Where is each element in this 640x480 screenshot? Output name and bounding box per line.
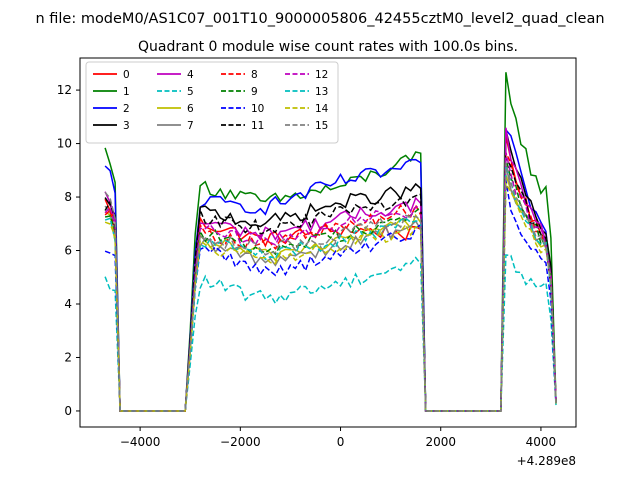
chart-title: Quadrant 0 module wise count rates with … xyxy=(138,39,518,55)
legend-label-10: 10 xyxy=(251,103,264,115)
legend-label-2: 2 xyxy=(123,103,130,115)
series-line-15 xyxy=(104,162,557,412)
x-tick-label: 4000 xyxy=(526,435,557,449)
y-tick-label: 8 xyxy=(64,190,72,204)
legend-label-5: 5 xyxy=(187,86,194,98)
y-tick-label: 2 xyxy=(64,350,72,364)
axes-frame xyxy=(79,57,577,428)
series-lines xyxy=(104,72,557,412)
y-tick-label: 6 xyxy=(64,244,72,258)
x-offset-label: +4.289e8 xyxy=(517,454,576,468)
legend-label-4: 4 xyxy=(187,69,194,81)
legend-label-12: 12 xyxy=(315,69,328,81)
legend-label-0: 0 xyxy=(123,69,130,81)
legend-box xyxy=(85,61,339,144)
x-tick-label: −4000 xyxy=(120,435,161,449)
legend-label-11: 11 xyxy=(251,120,264,132)
figure-suptitle: n file: modeM0/AS1C07_001T10_9000005806_… xyxy=(35,11,604,27)
legend-label-15: 15 xyxy=(315,120,328,132)
y-tick-label: 0 xyxy=(64,404,72,418)
y-tick-label: 10 xyxy=(57,137,72,151)
legend-label-8: 8 xyxy=(251,69,258,81)
y-tick-label: 12 xyxy=(57,83,72,97)
legend-label-6: 6 xyxy=(187,103,194,115)
x-tick-label: −2000 xyxy=(220,435,261,449)
x-tick-label: 2000 xyxy=(425,435,456,449)
x-tick-label: 0 xyxy=(337,435,345,449)
legend-label-13: 13 xyxy=(315,86,328,98)
legend-label-1: 1 xyxy=(123,86,130,98)
legend-label-14: 14 xyxy=(315,103,329,115)
y-tick-label: 4 xyxy=(64,297,72,311)
legend-label-7: 7 xyxy=(187,120,194,132)
legend-label-3: 3 xyxy=(123,120,130,132)
legend-label-9: 9 xyxy=(251,86,258,98)
